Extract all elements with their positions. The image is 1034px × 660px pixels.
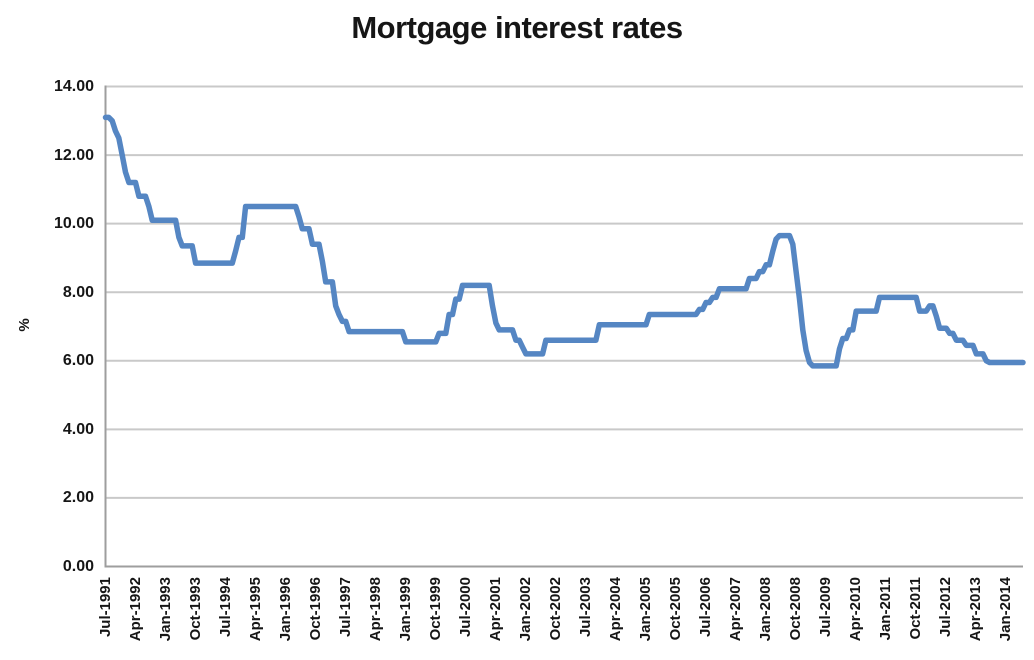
y-axis-tick-label: 2.00 [62,489,94,507]
x-axis-tick-label: Oct-1996 [306,577,324,641]
x-axis-tick-label: Apr-1995 [246,577,264,642]
x-axis-tick-label: Jul-2003 [576,577,594,638]
x-axis-tick-label: Jan-2008 [757,577,775,642]
x-axis-tick-label: Jul-2009 [817,577,835,638]
x-axis-tick-label: Apr-1992 [126,577,144,642]
x-axis-tick-label: Apr-2001 [486,577,504,642]
x-axis-tick-label: Apr-2004 [606,577,624,642]
x-axis-tick-label: Jul-1994 [216,577,234,638]
y-axis-tick-label: 10.00 [53,215,94,233]
x-axis-tick-label: Apr-2013 [967,577,985,642]
x-axis-tick-label: Jul-1991 [96,577,114,638]
x-axis-tick-label: Jan-2002 [516,577,534,642]
chart-title: Mortgage interest rates [351,10,683,45]
x-axis-tick-label: Jul-2012 [937,577,955,638]
mortgage-rate-series-line [102,114,1026,369]
x-axis-tick-label: Jan-2014 [997,577,1015,642]
x-axis-tick-label: Jul-2006 [697,577,715,638]
x-axis-tick-label: Jul-2000 [456,577,474,638]
x-axis-tick-label: Jan-1999 [396,577,414,642]
x-axis-tick-label: Oct-1993 [186,577,204,641]
x-axis-tick-label: Oct-2011 [907,577,925,640]
x-axis-tick-label: Oct-1999 [426,577,444,641]
x-axis-tick-label: Jan-2005 [636,577,654,642]
y-axis-tick-label: 4.00 [62,420,94,438]
x-axis-tick-label: Apr-2007 [727,577,745,642]
x-axis-tick-label: Jan-1996 [276,577,294,642]
y-axis-tick-label: 8.00 [62,283,94,301]
x-axis-tick-label: Jul-1997 [336,577,354,638]
y-axis-tick-label: 6.00 [62,352,94,370]
x-axis-tick-label: Jan-2011 [877,577,895,641]
x-axis-tick-label: Jan-1993 [156,577,174,642]
x-axis-tick-label: Apr-2010 [847,577,865,642]
x-axis-tick-label: Apr-1998 [366,577,384,642]
x-axis-tick-label: Oct-2008 [787,577,805,641]
y-axis-tick-label: 0.00 [62,558,94,575]
x-axis-tick-label: Oct-2005 [667,577,685,641]
y-axis-tick-label: 12.00 [53,146,94,164]
y-axis-tick-label: 14.00 [53,78,94,95]
x-axis-tick-label: Oct-2002 [546,577,564,641]
